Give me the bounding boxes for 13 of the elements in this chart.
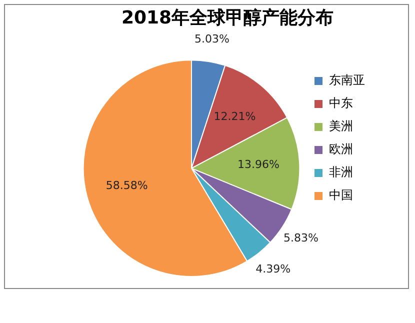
data-label: 12.21%: [214, 110, 256, 123]
legend-label: 美洲: [329, 119, 353, 134]
legend-label: 东南亚: [329, 73, 365, 88]
chart-title: 2018年全球甲醇产能分布: [121, 7, 334, 28]
data-label: 5.83%: [283, 232, 318, 245]
legend-label: 欧洲: [329, 142, 353, 156]
legend-label: 中东: [329, 96, 353, 110]
data-label: 5.03%: [194, 32, 230, 46]
data-label: 58.58%: [106, 179, 148, 192]
data-label: 13.96%: [238, 158, 280, 171]
data-label: 4.39%: [256, 262, 291, 276]
legend-label: 中国: [329, 188, 353, 202]
legend-label: 非洲: [329, 165, 353, 180]
